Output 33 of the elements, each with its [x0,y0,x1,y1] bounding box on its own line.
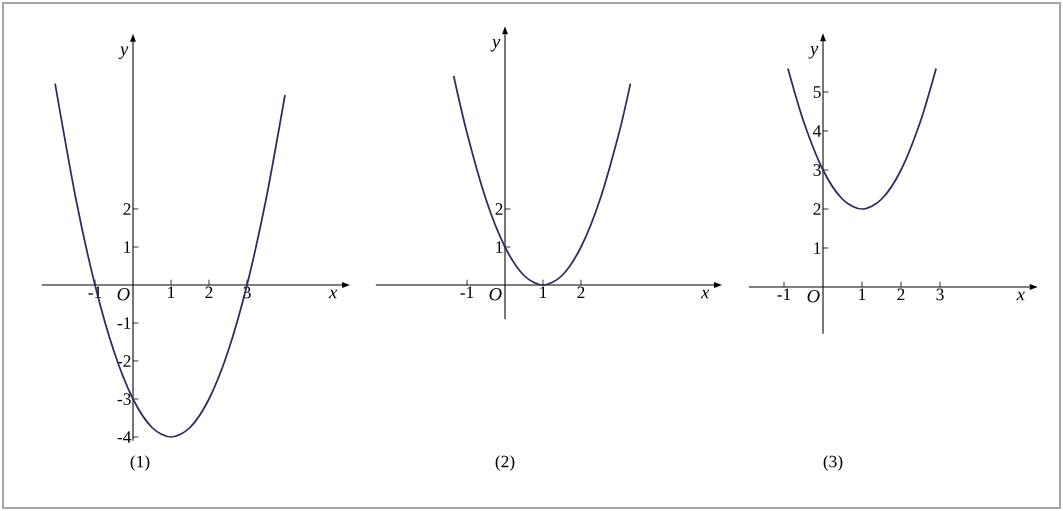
text: (2) [495,455,515,471]
annotation: O [807,289,820,303]
y-axis-title: y [490,38,501,52]
x-tick-label: 1 [540,286,547,299]
line-series [452,75,632,286]
y-tick-label: 1 [124,241,131,253]
y-tick-label: 2 [813,203,821,215]
y-tick-label: -1 [117,317,131,329]
y-tick-label: 5 [813,86,821,98]
x-axis-title: x [700,289,710,299]
x-axis-title: x [1016,291,1025,301]
text: (1) [130,455,150,471]
y-axis-title: y [118,46,129,60]
y-tick-label: -4 [117,431,132,443]
x-tick-label: 1 [859,288,866,301]
x-tick-label: 2 [577,286,585,299]
annotation: O [489,287,502,301]
annotation: O [117,287,130,301]
y-tick-label: -2 [117,355,131,367]
x-tick-label: -1 [460,286,474,299]
x-tick-label: 1 [168,286,175,299]
x-tick-label: 3 [936,288,944,301]
y-tick-label: 4 [813,125,822,137]
text: (3) [823,455,843,471]
y-tick-label: 3 [813,164,821,176]
y-tick-label: -3 [117,393,131,405]
x-tick-label: -1 [777,288,791,301]
x-tick-label: 2 [897,288,905,301]
y-tick-label: 2 [123,203,131,215]
x-tick-label: 2 [205,286,213,299]
x-axis-title: x [328,289,338,299]
y-axis-title: y [808,46,819,59]
y-tick-label: 1 [814,242,821,254]
